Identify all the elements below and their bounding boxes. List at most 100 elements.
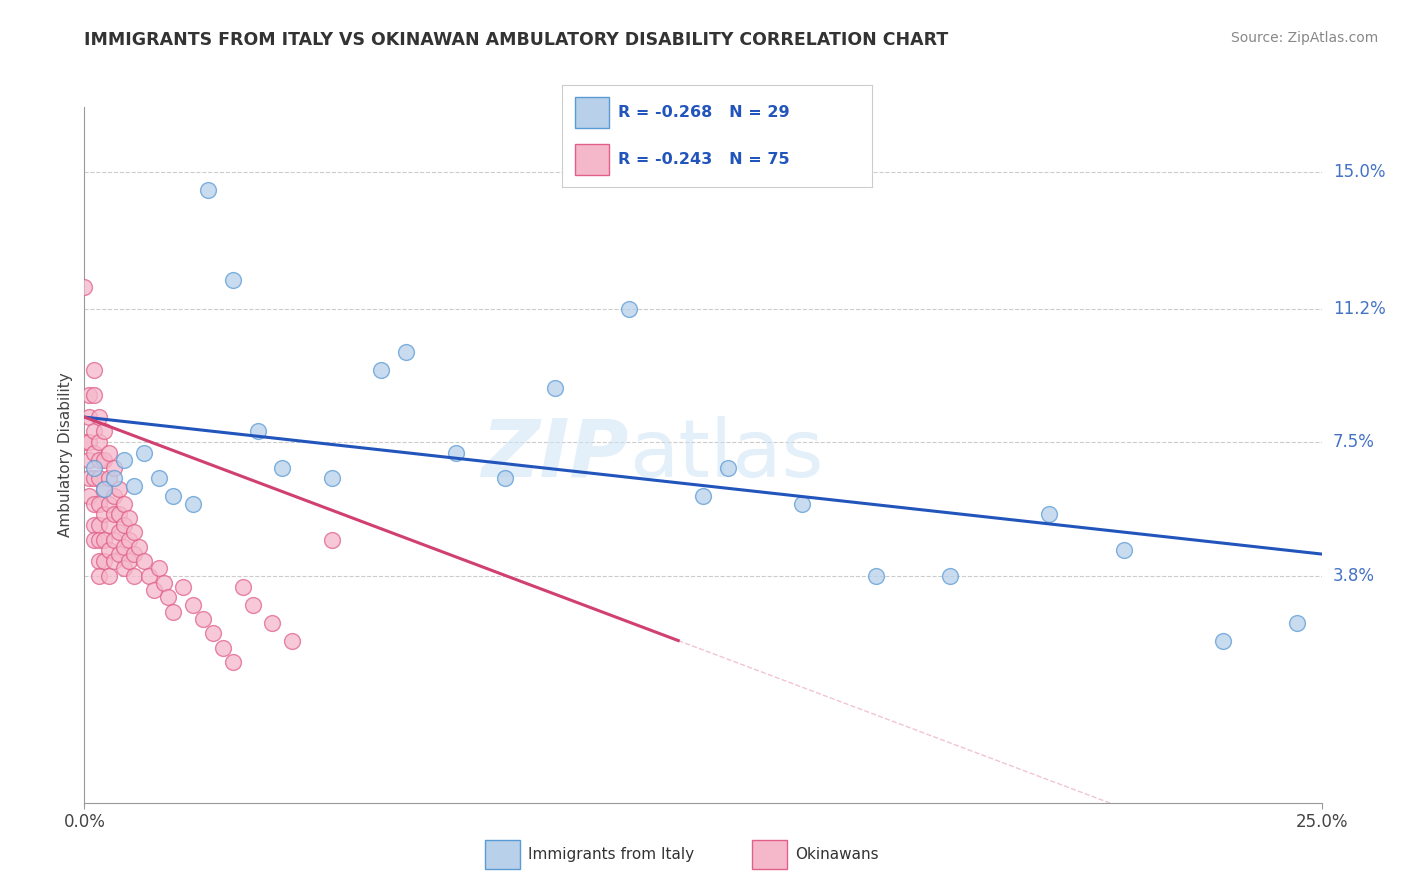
Point bbox=[103, 471, 125, 485]
Text: 7.5%: 7.5% bbox=[1333, 434, 1375, 451]
Point bbox=[98, 497, 121, 511]
Point bbox=[89, 518, 111, 533]
FancyBboxPatch shape bbox=[485, 839, 520, 869]
Point bbox=[197, 183, 219, 197]
Point bbox=[89, 533, 111, 547]
Point bbox=[79, 435, 101, 450]
Point bbox=[232, 580, 254, 594]
Point bbox=[89, 568, 111, 582]
Point bbox=[118, 554, 141, 568]
Point bbox=[494, 471, 516, 485]
Point bbox=[132, 554, 155, 568]
Point bbox=[122, 525, 145, 540]
Point bbox=[83, 497, 105, 511]
Point bbox=[157, 591, 180, 605]
Point bbox=[108, 482, 131, 496]
Point bbox=[108, 525, 131, 540]
Point bbox=[112, 518, 135, 533]
Text: 11.2%: 11.2% bbox=[1333, 300, 1385, 318]
Point bbox=[93, 425, 115, 439]
Point bbox=[181, 497, 204, 511]
Point bbox=[83, 363, 105, 377]
Point bbox=[148, 561, 170, 575]
Point bbox=[103, 508, 125, 522]
Point bbox=[98, 471, 121, 485]
Point bbox=[93, 482, 115, 496]
Point bbox=[122, 478, 145, 492]
Point bbox=[89, 410, 111, 425]
Text: R = -0.243   N = 75: R = -0.243 N = 75 bbox=[619, 153, 790, 167]
Point bbox=[112, 540, 135, 554]
Point bbox=[93, 453, 115, 467]
Point bbox=[89, 554, 111, 568]
Point bbox=[98, 446, 121, 460]
Point bbox=[89, 497, 111, 511]
Point bbox=[83, 425, 105, 439]
Point bbox=[246, 425, 269, 439]
Point bbox=[1038, 508, 1060, 522]
Point bbox=[83, 460, 105, 475]
Point bbox=[98, 543, 121, 558]
Point bbox=[692, 489, 714, 503]
Point bbox=[939, 568, 962, 582]
Point bbox=[73, 280, 96, 294]
Point bbox=[93, 533, 115, 547]
Point bbox=[370, 363, 392, 377]
Point bbox=[79, 388, 101, 402]
Text: IMMIGRANTS FROM ITALY VS OKINAWAN AMBULATORY DISABILITY CORRELATION CHART: IMMIGRANTS FROM ITALY VS OKINAWAN AMBULA… bbox=[84, 31, 949, 49]
Point bbox=[83, 533, 105, 547]
Point bbox=[118, 511, 141, 525]
Point bbox=[89, 471, 111, 485]
Point bbox=[1212, 633, 1234, 648]
Point bbox=[865, 568, 887, 582]
Point bbox=[212, 640, 235, 655]
Point bbox=[148, 471, 170, 485]
Point bbox=[191, 612, 214, 626]
Point bbox=[321, 533, 343, 547]
Point bbox=[83, 518, 105, 533]
Point bbox=[222, 655, 245, 669]
Text: Immigrants from Italy: Immigrants from Italy bbox=[529, 847, 695, 862]
Text: atlas: atlas bbox=[628, 416, 823, 494]
Text: ZIP: ZIP bbox=[481, 416, 628, 494]
Point bbox=[98, 568, 121, 582]
Point bbox=[103, 533, 125, 547]
Point bbox=[89, 453, 111, 467]
Point bbox=[281, 633, 304, 648]
Point bbox=[395, 345, 418, 359]
FancyBboxPatch shape bbox=[752, 839, 787, 869]
FancyBboxPatch shape bbox=[575, 97, 609, 128]
Point bbox=[617, 301, 640, 316]
Point bbox=[79, 453, 101, 467]
Point bbox=[222, 273, 245, 287]
Point bbox=[181, 598, 204, 612]
Point bbox=[103, 460, 125, 475]
Y-axis label: Ambulatory Disability: Ambulatory Disability bbox=[58, 373, 73, 537]
Point bbox=[93, 482, 115, 496]
Point bbox=[122, 568, 145, 582]
Point bbox=[108, 508, 131, 522]
Point bbox=[162, 605, 184, 619]
Point bbox=[152, 575, 174, 590]
Point bbox=[112, 453, 135, 467]
Point bbox=[79, 489, 101, 503]
Point bbox=[790, 497, 813, 511]
Point bbox=[444, 446, 467, 460]
Point bbox=[83, 471, 105, 485]
Point bbox=[93, 554, 115, 568]
Point bbox=[202, 626, 225, 640]
Point bbox=[83, 446, 105, 460]
Point bbox=[79, 471, 101, 485]
Point bbox=[112, 497, 135, 511]
Point bbox=[271, 460, 294, 475]
Text: 3.8%: 3.8% bbox=[1333, 566, 1375, 584]
Point bbox=[1112, 543, 1135, 558]
Point bbox=[132, 446, 155, 460]
Point bbox=[103, 489, 125, 503]
Point bbox=[112, 561, 135, 575]
Point bbox=[89, 435, 111, 450]
Point bbox=[103, 554, 125, 568]
Point bbox=[142, 583, 165, 598]
Point bbox=[98, 518, 121, 533]
Text: Okinawans: Okinawans bbox=[796, 847, 879, 862]
